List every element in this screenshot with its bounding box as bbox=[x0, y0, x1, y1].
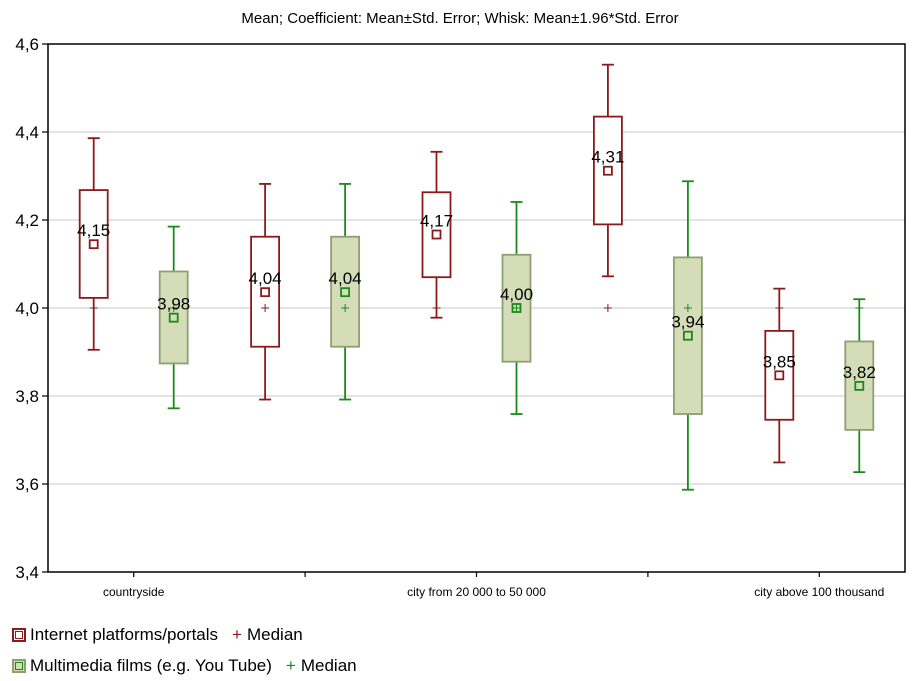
mean-marker bbox=[774, 370, 785, 381]
mean-label: 3,85 bbox=[763, 352, 796, 371]
x-tick-label: city form 50 000 to 100 000 bbox=[575, 599, 721, 600]
mean-marker bbox=[88, 239, 99, 250]
mean-marker bbox=[340, 287, 351, 298]
x-tick-label: city up to 20 000 bbox=[261, 599, 349, 600]
y-axis: 3,4 3,6 3,8 4,0 4,2 4,4 4,6 bbox=[15, 35, 48, 582]
median-marker-icon: + bbox=[232, 625, 242, 644]
y-tick-label: 3,8 bbox=[15, 387, 39, 406]
box bbox=[593, 115, 623, 226]
box-plot-chart: 3,4 3,6 3,8 4,0 4,2 4,4 4,6 countryside city up… bbox=[15, 35, 906, 600]
x-tick-label: countryside bbox=[103, 585, 165, 599]
mean-marker bbox=[854, 380, 865, 391]
box bbox=[250, 235, 281, 348]
chart-title: Mean; Coefficient: Mean±Std. Error; Whis… bbox=[241, 10, 679, 27]
legend-item-internet: Internet platforms/portals + Median bbox=[12, 625, 303, 645]
legend-item-multimedia: Multimedia films (e.g. You Tube) + Media… bbox=[12, 656, 357, 676]
mean-label: 3,82 bbox=[843, 363, 876, 382]
mean-marker bbox=[431, 229, 442, 240]
y-tick-label: 4,4 bbox=[15, 123, 39, 142]
median-marker-icon: + bbox=[285, 656, 296, 675]
box bbox=[78, 189, 109, 299]
mean-marker bbox=[603, 165, 613, 176]
legend-swatch-internet bbox=[12, 628, 26, 642]
x-tick-label: city above 100 thousand bbox=[754, 585, 884, 599]
mean-label: 4,17 bbox=[420, 212, 453, 231]
legend-label-internet: Internet platforms/portals bbox=[30, 625, 219, 644]
mean-label: 4,04 bbox=[249, 269, 282, 288]
mean-marker bbox=[511, 303, 522, 313]
x-axis: countryside city up to 20 000 city from 20… bbox=[103, 572, 884, 600]
mean-marker bbox=[260, 287, 271, 298]
box bbox=[844, 340, 875, 431]
box bbox=[764, 329, 795, 421]
mean-label: 3,94 bbox=[671, 313, 704, 332]
box bbox=[673, 256, 703, 415]
legend-swatch-multimedia bbox=[12, 659, 26, 673]
mean-label: 4,31 bbox=[591, 148, 624, 167]
legend-median-label-internet: Median bbox=[246, 625, 303, 644]
series: 4,15 4,04 4,17 4,31 3,85 3,98 4,04 4,00 3,94 3,82 bbox=[77, 63, 876, 491]
grid-lines bbox=[48, 131, 905, 485]
mean-marker bbox=[683, 330, 693, 341]
series-1: 3,98 4,04 4,00 3,94 3,82 bbox=[157, 180, 876, 491]
box bbox=[421, 191, 452, 279]
y-tick-label: 4,2 bbox=[15, 211, 39, 230]
mean-label: 4,15 bbox=[77, 221, 110, 240]
box bbox=[158, 270, 189, 365]
y-tick-label: 3,4 bbox=[15, 563, 39, 582]
y-tick-label: 3,6 bbox=[15, 475, 39, 494]
mean-label: 3,98 bbox=[157, 295, 190, 314]
x-tick-label: city from 20 000 to 50 000 bbox=[407, 585, 546, 599]
mean-label: 4,00 bbox=[500, 285, 533, 304]
y-tick-label: 4,0 bbox=[15, 299, 39, 318]
mean-label: 4,04 bbox=[329, 269, 362, 288]
box bbox=[330, 235, 361, 348]
legend-median-label-multimedia: Median bbox=[300, 656, 357, 675]
series-0: 4,15 4,04 4,17 4,31 3,85 bbox=[77, 63, 796, 464]
legend-label-multimedia: Multimedia films (e.g. You Tube) bbox=[30, 656, 272, 675]
mean-marker bbox=[168, 312, 179, 323]
y-tick-label: 4,6 bbox=[15, 35, 39, 54]
